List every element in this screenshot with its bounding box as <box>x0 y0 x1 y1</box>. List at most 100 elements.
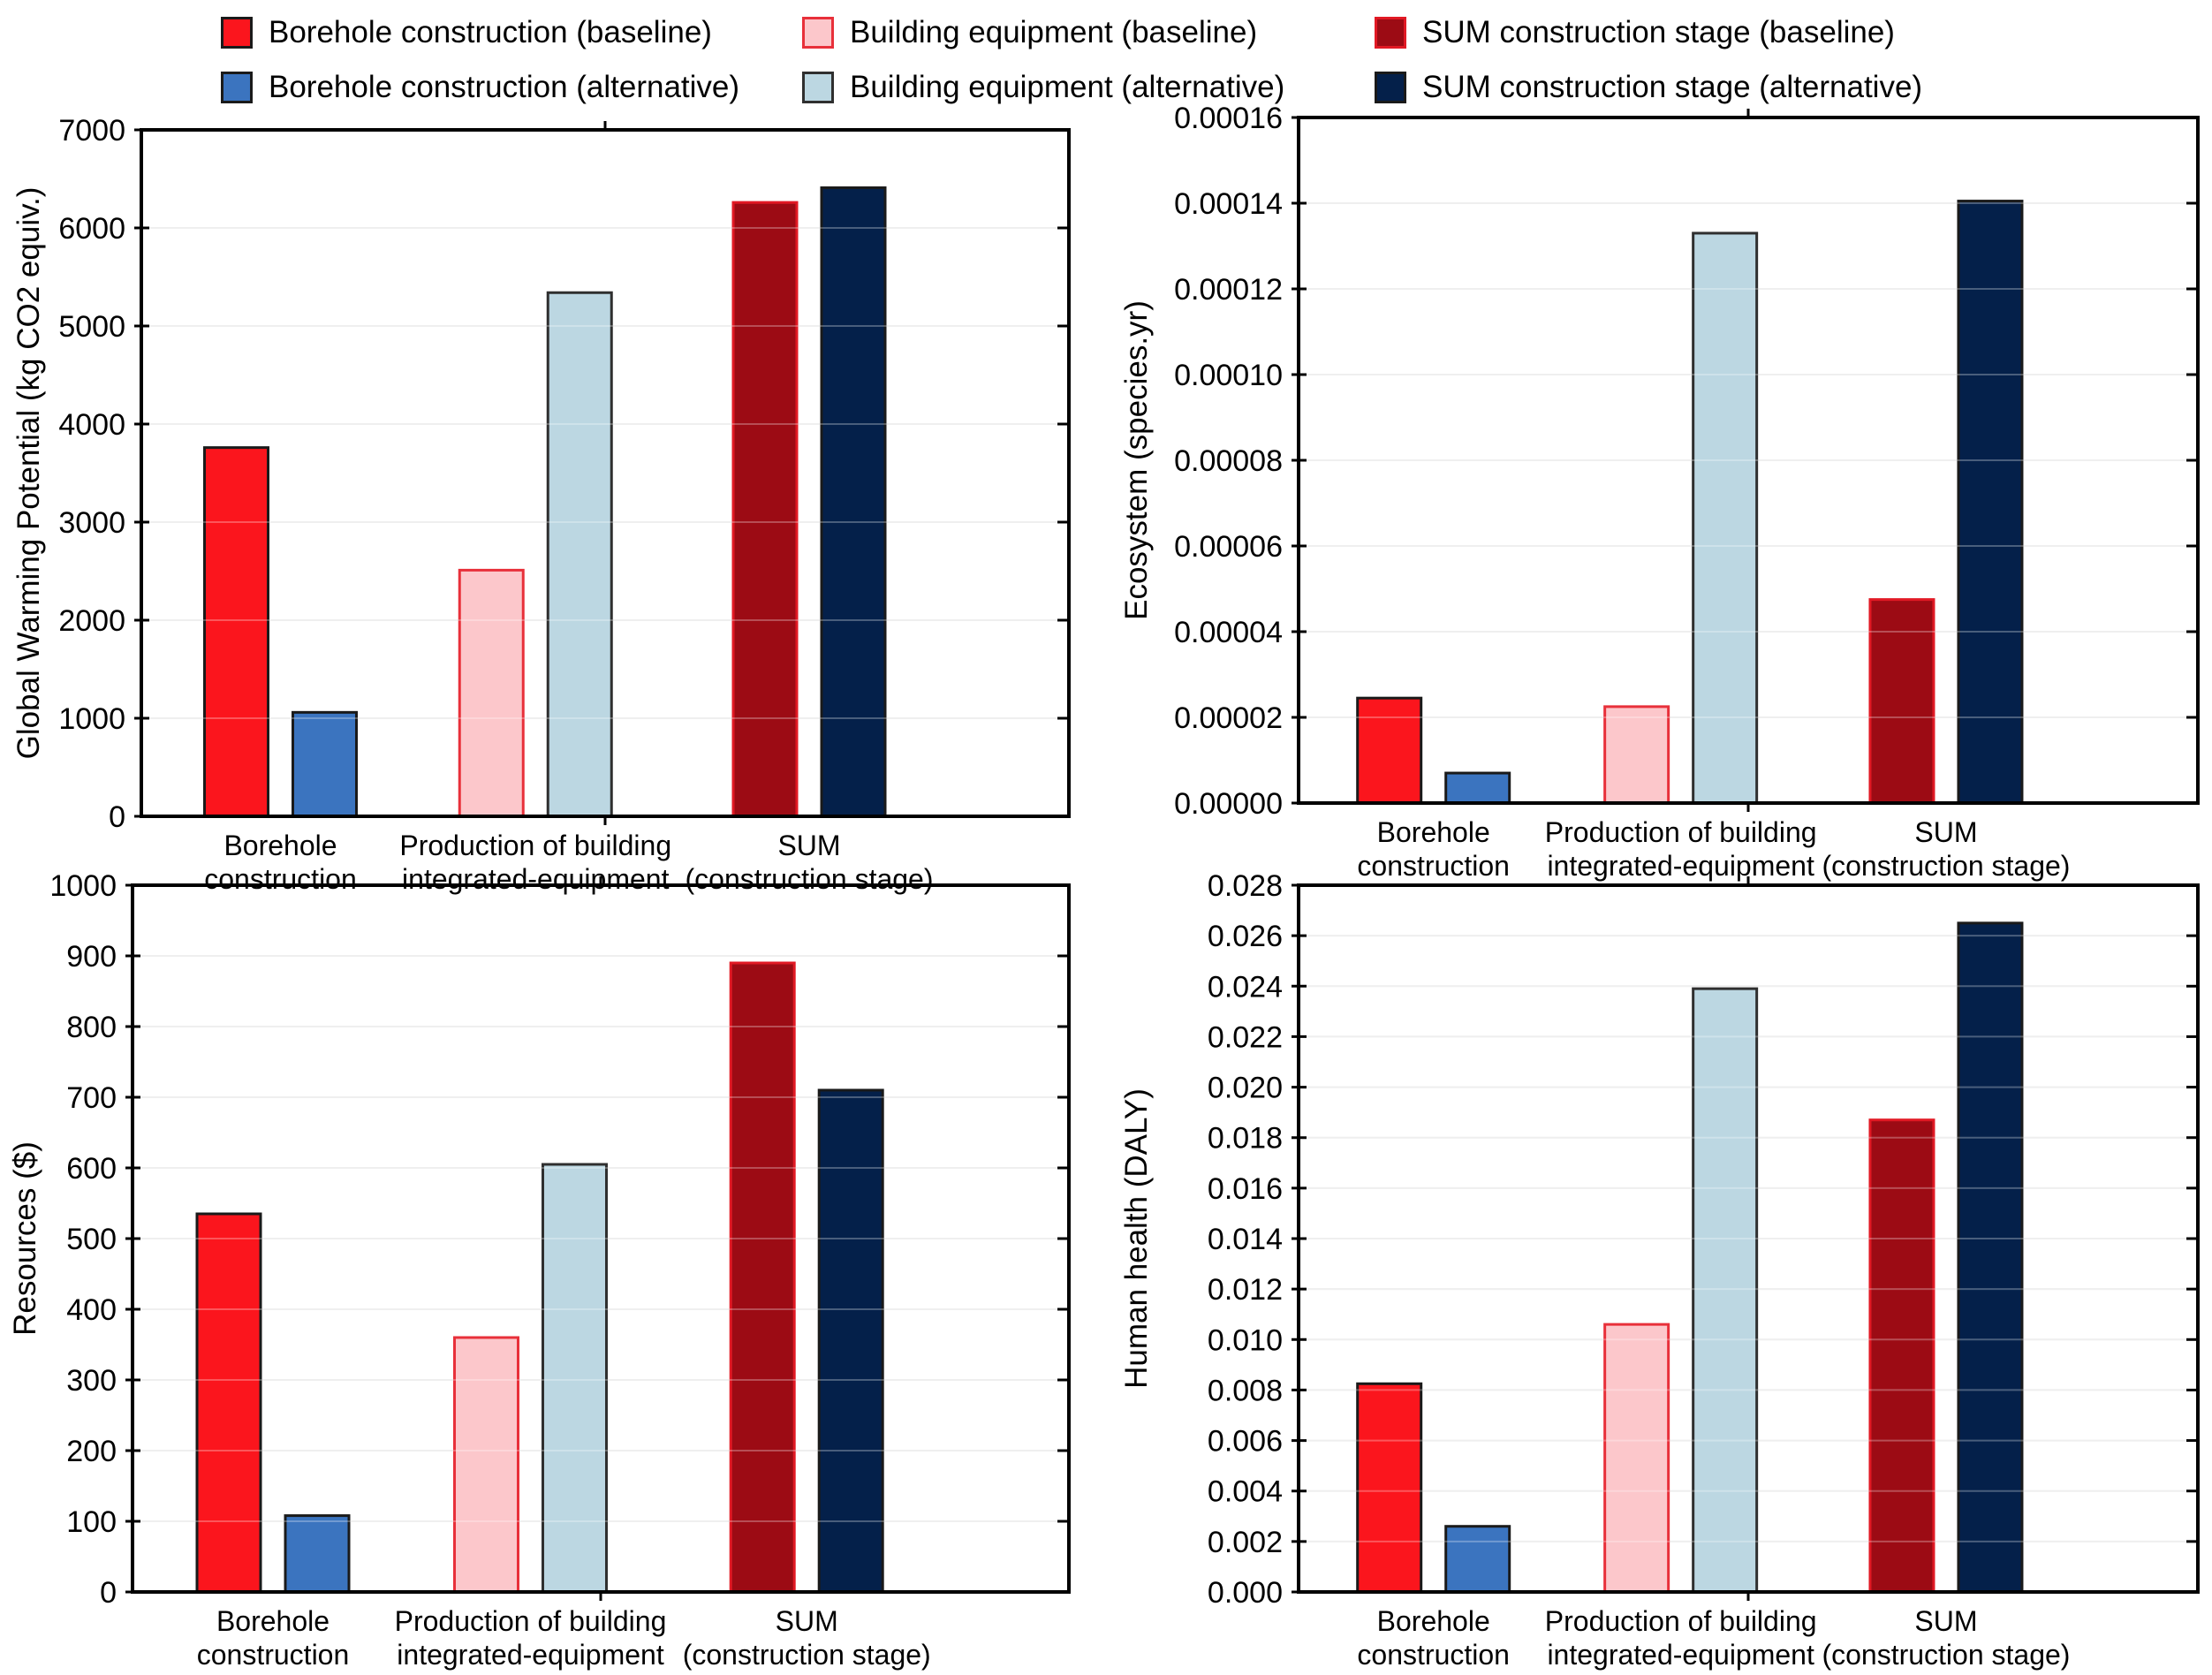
legend-item: Borehole construction (alternative) <box>221 67 739 108</box>
legend-swatch-equipment-baseline <box>802 17 834 49</box>
y-tick-label: 0.018 <box>1208 1122 1283 1156</box>
category-label: (construction stage) <box>683 1639 931 1671</box>
y-tick-label: 2000 <box>58 604 125 638</box>
y-tick-label: 0.016 <box>1208 1172 1283 1206</box>
category-label: (construction stage) <box>1822 850 2070 882</box>
y-tick-label: 0.024 <box>1208 970 1283 1004</box>
y-axis-title: Resources ($) <box>8 1141 42 1336</box>
y-tick-label: 400 <box>66 1293 117 1327</box>
y-tick-label: 0.00008 <box>1174 444 1283 478</box>
y-tick-label: 0 <box>100 1576 117 1610</box>
chart-3: 0.000 0.002 0.004 0.006 0.008 0.010 0.012 0.014… <box>1119 869 2200 1671</box>
bar <box>1868 598 1936 805</box>
legend-label: SUM construction stage (baseline) <box>1422 15 1895 49</box>
y-tick-label: 0.008 <box>1208 1374 1283 1407</box>
y-tick-label: 0.00016 <box>1174 102 1283 135</box>
legend-item: SUM construction stage (alternative) <box>1375 67 1922 108</box>
legend-swatch-borehole-baseline <box>221 17 253 49</box>
y-tick-label: 0.012 <box>1208 1273 1283 1307</box>
category-label: SUM <box>1914 1605 1977 1637</box>
y-axis-title: Global Warming Potential (kg CO2 equiv.) <box>11 187 46 760</box>
y-tick-label: 0.020 <box>1208 1072 1283 1105</box>
bar <box>458 568 525 818</box>
y-tick-label: 0.002 <box>1208 1526 1283 1559</box>
bar <box>292 710 358 818</box>
bar <box>1957 200 2024 805</box>
legend-label: Building equipment (alternative) <box>850 70 1285 104</box>
category-label: Borehole <box>1377 816 1490 848</box>
y-tick-label: 5000 <box>58 310 125 344</box>
legend-column: Building equipment (baseline) Building e… <box>802 12 1284 108</box>
y-tick-label: 300 <box>66 1364 117 1398</box>
bar <box>1356 696 1423 805</box>
y-tick-label: 0.00002 <box>1174 701 1283 735</box>
legend-item: Borehole construction (baseline) <box>221 12 739 53</box>
chart-2: 0 100 200 300 400 500 600 700 800 900 1000 Borehole… <box>8 869 1071 1671</box>
y-tick-label: 800 <box>66 1011 117 1044</box>
legend-swatch-sum-baseline <box>1375 17 1406 49</box>
bar <box>1692 231 1759 805</box>
bar <box>284 1514 351 1594</box>
category-label: Production of building <box>1545 1605 1817 1637</box>
y-tick-label: 0.022 <box>1208 1020 1283 1054</box>
category-label: (construction stage) <box>1822 1639 2070 1671</box>
category-label: construction <box>204 863 357 895</box>
y-axis-title: Ecosystem (species.yr) <box>1119 300 1154 620</box>
y-tick-label: 1000 <box>58 702 125 736</box>
legend-item: SUM construction stage (baseline) <box>1375 12 1922 53</box>
bar <box>1356 1382 1423 1594</box>
chart-0: 0 1000 2000 3000 4000 5000 6000 7000 Boreholecon… <box>11 114 1071 895</box>
bar <box>195 1212 262 1594</box>
category-label: Borehole <box>216 1605 330 1637</box>
chart-1: 0.00000 0.00002 0.00004 0.00006 0.00008 0.000… <box>1119 102 2200 882</box>
bar <box>1603 705 1670 805</box>
category-label: Production of building <box>1545 816 1817 848</box>
category-label: (construction stage) <box>685 863 933 895</box>
legend-label: Building equipment (baseline) <box>850 15 1258 49</box>
category-label: Production of building <box>395 1605 667 1637</box>
y-axis-title: Human health (DALY) <box>1119 1088 1154 1389</box>
legend-label: SUM construction stage (alternative) <box>1422 70 1923 104</box>
bar <box>1868 1118 1936 1594</box>
category-label: construction <box>1357 850 1510 882</box>
y-tick-label: 900 <box>66 940 117 974</box>
legend-column: Borehole construction (baseline) Borehol… <box>221 12 739 108</box>
y-tick-label: 700 <box>66 1081 117 1115</box>
legend-label: Borehole construction (alternative) <box>269 70 740 104</box>
bar <box>453 1336 519 1594</box>
bar <box>542 1163 608 1594</box>
legend-swatch-sum-alternative <box>1375 72 1406 103</box>
bar <box>731 201 799 818</box>
legend-column: SUM construction stage (baseline) SUM co… <box>1375 12 1922 108</box>
bar <box>1444 1525 1511 1594</box>
category-label: integrated-equipment <box>402 863 670 895</box>
y-tick-label: 3000 <box>58 506 125 540</box>
y-tick-label: 0.00006 <box>1174 530 1283 564</box>
bar <box>1603 1323 1670 1594</box>
legend-item: Building equipment (alternative) <box>802 67 1284 108</box>
y-tick-label: 0.000 <box>1208 1576 1283 1610</box>
bar <box>1692 987 1759 1594</box>
y-tick-label: 0.028 <box>1208 869 1283 903</box>
category-label: Production of building <box>399 830 671 861</box>
category-label: integrated-equipment <box>1547 850 1814 882</box>
y-tick-label: 0.00012 <box>1174 273 1283 307</box>
y-tick-label: 200 <box>66 1435 117 1468</box>
bar <box>1957 921 2024 1594</box>
y-tick-label: 0.00010 <box>1174 359 1283 392</box>
bar <box>546 291 613 818</box>
legend-swatch-equipment-alternative <box>802 72 834 103</box>
y-tick-label: 0.00000 <box>1174 787 1283 821</box>
y-tick-label: 1000 <box>49 869 117 903</box>
y-tick-label: 0.00014 <box>1174 187 1283 221</box>
legend-label: Borehole construction (baseline) <box>269 15 712 49</box>
bar <box>820 186 887 818</box>
bar <box>817 1088 884 1594</box>
y-tick-label: 7000 <box>58 114 125 148</box>
bar <box>1444 771 1511 805</box>
y-tick-label: 6000 <box>58 212 125 246</box>
y-tick-label: 0.006 <box>1208 1425 1283 1459</box>
y-tick-label: 4000 <box>58 408 125 442</box>
